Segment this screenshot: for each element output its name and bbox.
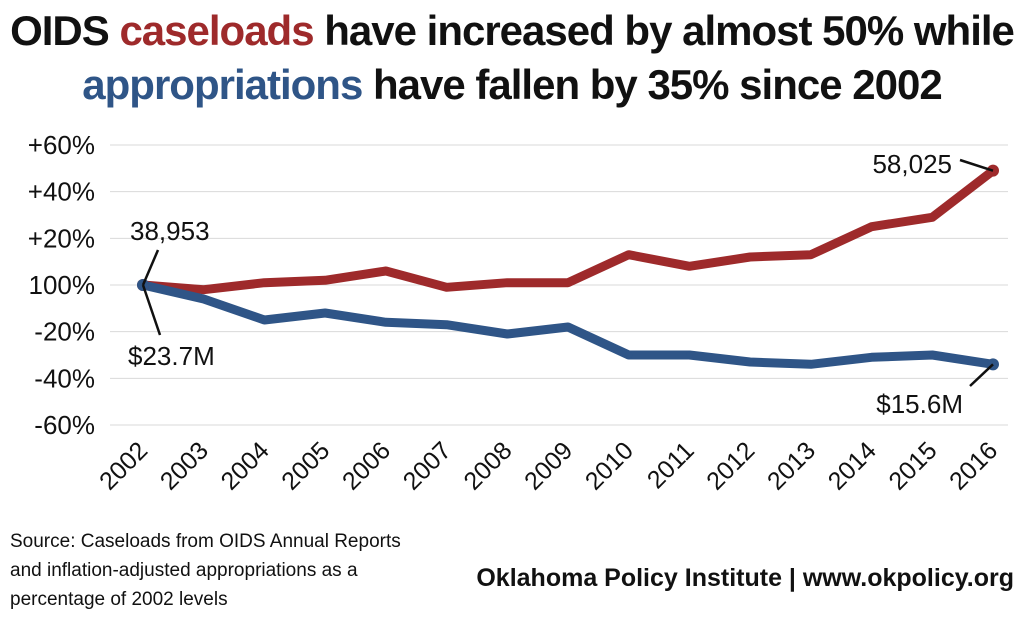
data-point-caseloads	[807, 251, 815, 259]
data-point-appropriations	[503, 330, 511, 338]
data-point-appropriations	[928, 351, 936, 359]
data-point-caseloads	[382, 267, 390, 275]
source-line-3: percentage of 2002 levels	[10, 589, 228, 610]
data-point-caseloads	[564, 279, 572, 287]
data-point-caseloads	[200, 286, 208, 294]
y-tick-label: -60%	[34, 410, 95, 440]
data-point-caseloads	[625, 251, 633, 259]
x-tick-label: 2009	[519, 436, 578, 495]
annotation-leader	[141, 249, 160, 286]
data-point-appropriations	[260, 316, 268, 324]
data-point-appropriations	[443, 321, 451, 329]
y-tick-label: +60%	[28, 130, 95, 160]
annotation-label: 58,025	[872, 149, 952, 179]
annotation-label: $23.7M	[128, 341, 215, 371]
data-point-caseloads	[868, 223, 876, 231]
x-tick-label: 2002	[94, 436, 153, 495]
annotation-label: $15.6M	[876, 389, 963, 419]
y-tick-label: -40%	[34, 363, 95, 393]
title-suffix-1: have increased by almost 50% while	[313, 7, 1015, 54]
brand-credit: Oklahoma Policy Institute | www.okpolicy…	[476, 564, 1014, 592]
y-tick-label: +40%	[28, 177, 95, 207]
x-tick-label: 2005	[276, 436, 335, 495]
x-tick-label: 2016	[944, 436, 1003, 495]
x-tick-label: 2008	[458, 436, 517, 495]
data-point-appropriations	[685, 351, 693, 359]
y-tick-label: +20%	[28, 223, 95, 253]
data-point-caseloads	[503, 279, 511, 287]
chart-title: OIDS caseloads have increased by almost …	[0, 4, 1024, 112]
title-caseloads-highlight: caseloads	[119, 7, 314, 54]
x-tick-label: 2006	[337, 436, 396, 495]
data-point-caseloads	[321, 276, 329, 284]
x-tick-label: 2003	[155, 436, 214, 495]
x-tick-label: 2010	[580, 436, 639, 495]
x-tick-label: 2012	[701, 436, 760, 495]
data-point-appropriations	[564, 323, 572, 331]
y-tick-label: 100%	[29, 270, 96, 300]
data-point-caseloads	[928, 213, 936, 221]
title-prefix: OIDS	[10, 7, 120, 54]
x-tick-label: 2015	[883, 436, 942, 495]
annotation-leader	[141, 284, 162, 336]
data-point-caseloads	[260, 279, 268, 287]
title-suffix-2: have fallen by 35% since 2002	[362, 61, 943, 108]
annotation-leader	[969, 363, 994, 387]
data-point-appropriations	[321, 309, 329, 317]
series-line-caseloads	[138, 166, 998, 295]
x-tick-label: 2013	[762, 436, 821, 495]
data-point-appropriations	[868, 353, 876, 361]
data-point-appropriations	[807, 360, 815, 368]
x-tick-label: 2014	[823, 436, 882, 495]
data-point-caseloads	[685, 262, 693, 270]
y-tick-label: -20%	[34, 317, 95, 347]
data-point-appropriations	[200, 295, 208, 303]
data-point-caseloads	[443, 283, 451, 291]
data-point-appropriations	[382, 318, 390, 326]
annotation-leader	[959, 158, 994, 172]
x-tick-label: 2011	[642, 436, 700, 494]
data-point-appropriations	[746, 358, 754, 366]
data-point-appropriations	[625, 351, 633, 359]
x-tick-label: 2007	[398, 436, 457, 495]
source-line-2: and inflation-adjusted appropriations as…	[10, 560, 358, 581]
source-line-1: Source: Caseloads from OIDS Annual Repor…	[10, 531, 401, 552]
source-note: Source: Caseloads from OIDS Annual Repor…	[10, 527, 440, 614]
x-tick-label: 2004	[216, 436, 275, 495]
data-point-caseloads	[746, 253, 754, 261]
title-appropriations-highlight: appropriations	[82, 61, 363, 108]
annotation-label: 38,953	[130, 216, 210, 246]
